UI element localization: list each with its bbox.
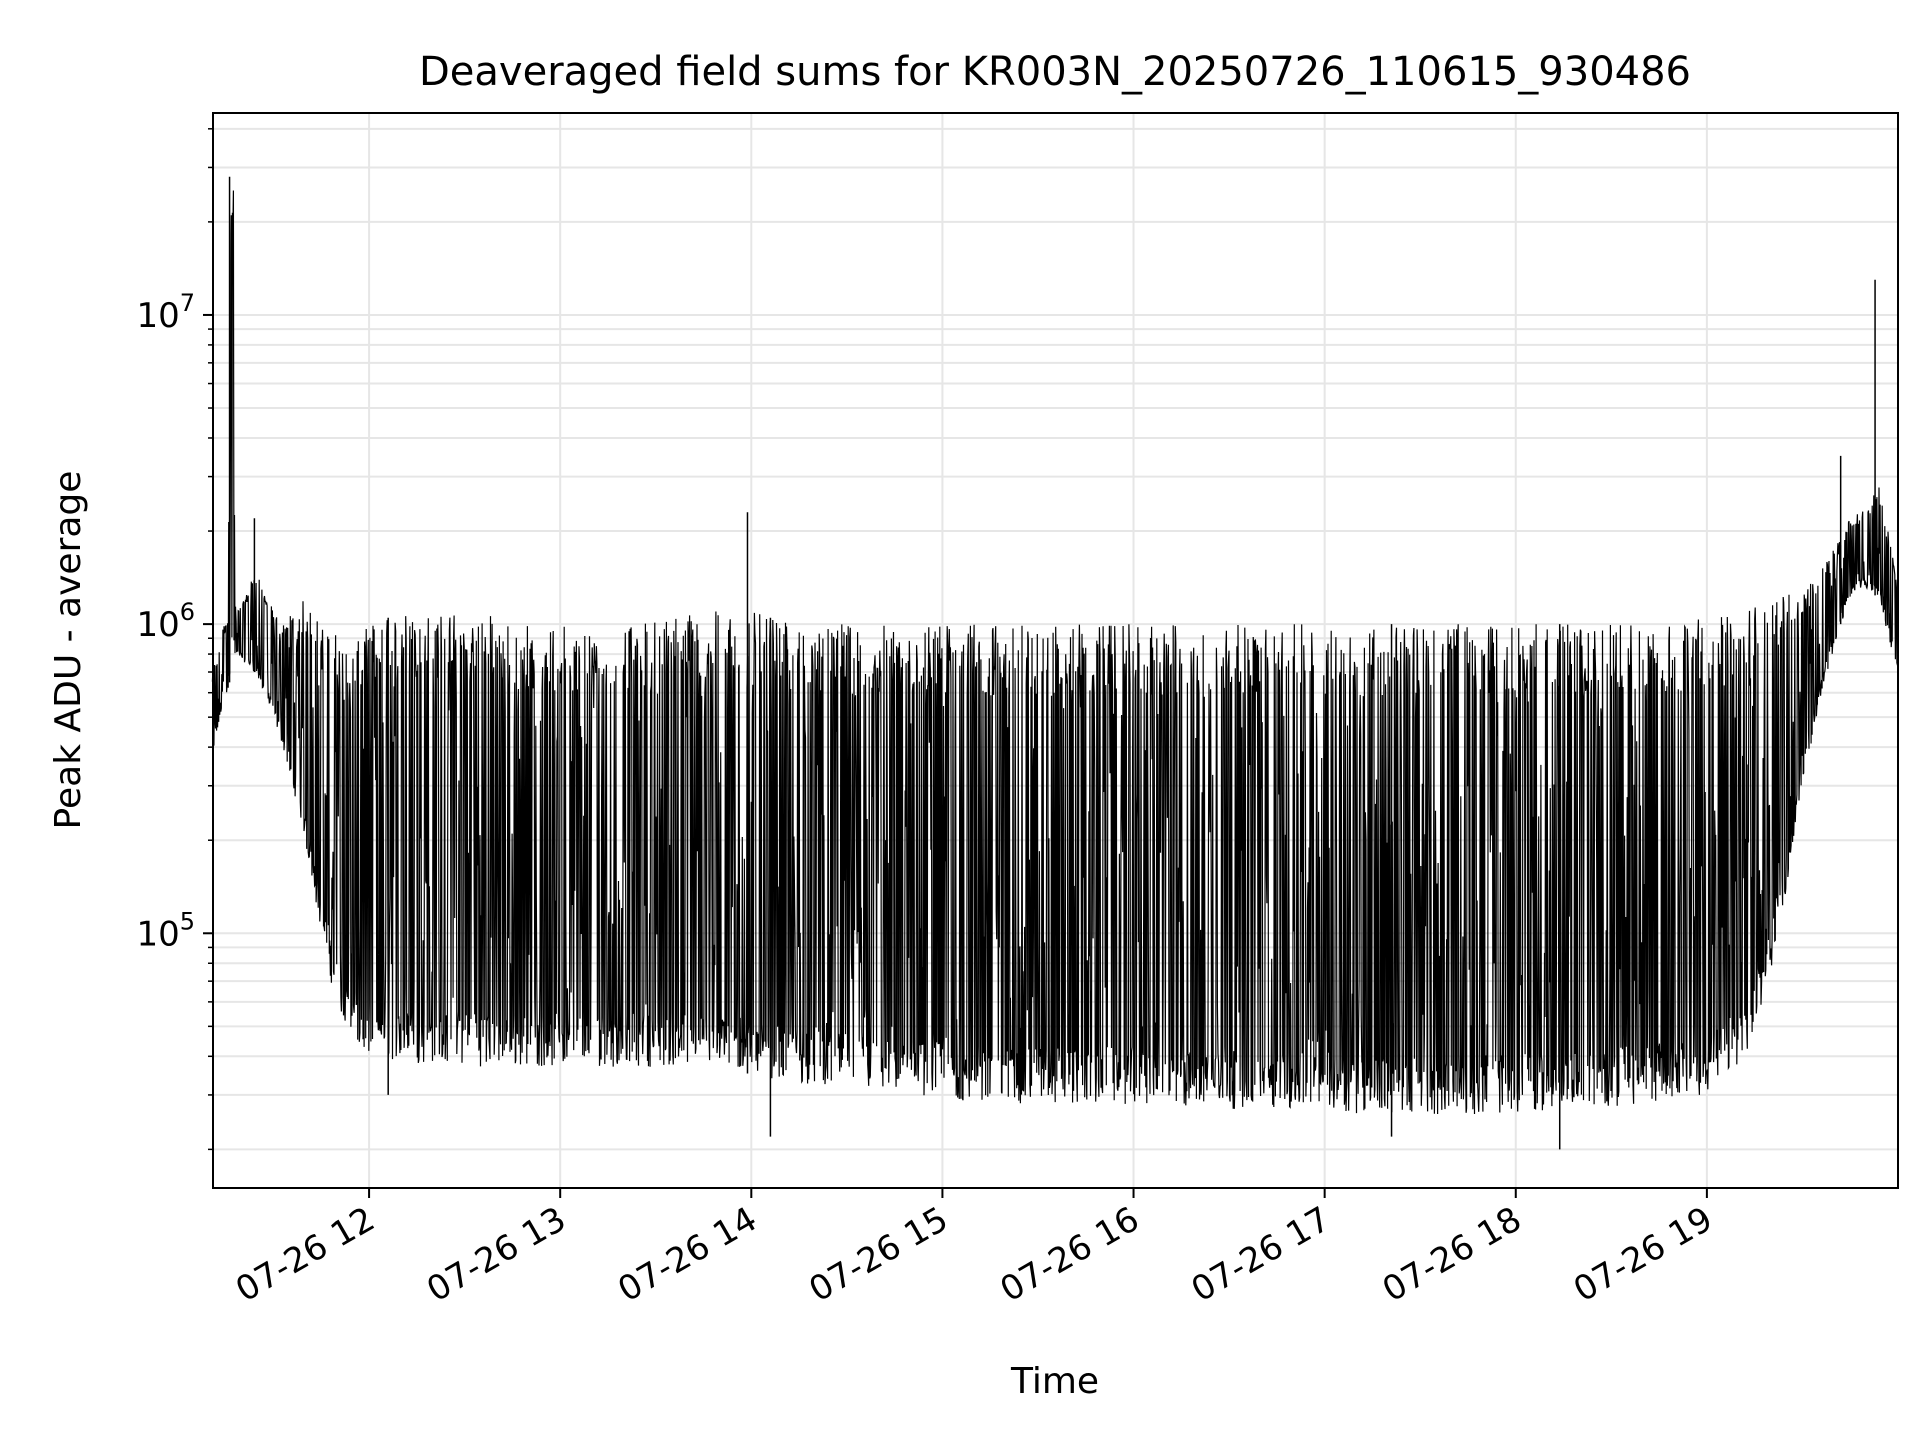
y-tick-exponent: 6 (180, 598, 195, 626)
y-tick-base: 10 (136, 914, 179, 954)
y-tick-exponent: 7 (180, 289, 195, 317)
data-layer (211, 176, 1899, 1150)
x-axis-label: Time (1010, 1361, 1099, 1402)
y-tick-base: 10 (136, 605, 179, 645)
y-tick-base: 10 (136, 296, 179, 336)
chart-title: Deaveraged field sums for KR003N_2025072… (419, 49, 1691, 95)
series-line (211, 190, 1899, 1115)
y-tick-label: 106 (136, 598, 195, 645)
y-tick-exponent: 5 (180, 907, 195, 935)
plot-frame (212, 112, 1899, 1189)
y-tick-label: 105 (136, 907, 195, 954)
y-axis-label: Peak ADU - average (48, 471, 89, 830)
y-tick-label: 107 (136, 289, 195, 336)
